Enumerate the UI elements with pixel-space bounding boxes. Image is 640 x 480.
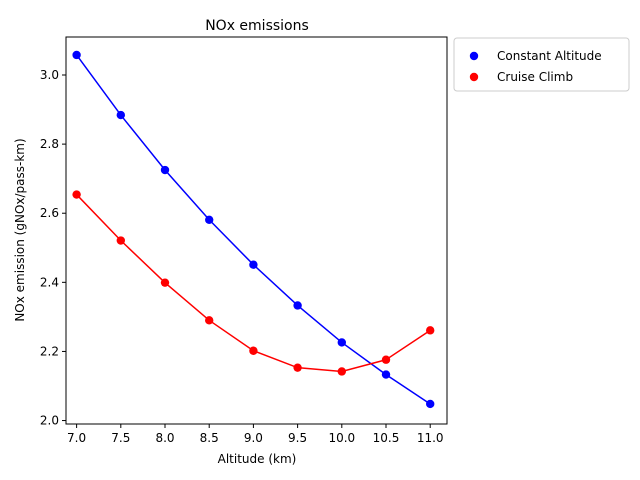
legend-marker — [469, 72, 479, 82]
x-axis: 7.0 7.5 8.0 8.5 9.0 9.5 10.0 10.5 11.0 — [67, 424, 444, 445]
x-tick-label: 10.0 — [328, 431, 355, 445]
data-point-series-2 — [381, 355, 391, 364]
plot-area — [72, 50, 435, 409]
y-tick-label: 3.0 — [40, 68, 59, 82]
data-point-series-2 — [293, 363, 302, 372]
y-tick-label: 2.4 — [40, 275, 59, 289]
y-tick-label: 2.2 — [40, 344, 59, 358]
data-point-series-1 — [249, 260, 258, 269]
data-point-series-2 — [337, 367, 347, 376]
data-point-series-2 — [72, 190, 81, 199]
data-point-series-2 — [426, 326, 435, 335]
y-tick-label: 2.0 — [40, 414, 59, 428]
y-tick-label: 2.8 — [40, 137, 59, 151]
x-tick-label: 7.5 — [111, 431, 130, 445]
data-point-series-2 — [249, 346, 258, 355]
x-tick-label: 8.0 — [155, 431, 174, 445]
data-point-series-1 — [205, 215, 214, 224]
data-point-series-1 — [116, 110, 126, 120]
data-point-series-1 — [293, 301, 302, 310]
data-point-series-2 — [116, 236, 126, 245]
series-line-2 — [76, 194, 431, 373]
x-tick-label: 9.0 — [244, 431, 263, 445]
legend: Constant Altitude Cruise Climb — [453, 37, 630, 92]
y-tick-label: 2.6 — [40, 206, 59, 220]
plot-frame — [65, 36, 448, 425]
data-point-series-1 — [426, 399, 435, 409]
x-tick-label: 9.5 — [288, 431, 307, 445]
legend-label: Cruise Climb — [497, 70, 573, 84]
x-tick-label: 8.5 — [200, 431, 219, 445]
legend-label: Constant Altitude — [497, 49, 602, 63]
legend-marker — [469, 51, 479, 61]
data-point-series-1 — [72, 50, 81, 60]
x-tick-label: 10.5 — [373, 431, 400, 445]
data-point-series-1 — [160, 165, 170, 175]
data-point-series-1 — [381, 370, 391, 379]
y-axis: 2.0 2.2 2.4 2.6 2.8 3.0 — [40, 68, 66, 428]
chart-title: NOx emissions — [205, 18, 309, 34]
data-point-series-2 — [160, 278, 170, 287]
x-tick-label: 11.0 — [417, 431, 444, 445]
y-axis-label: NOx emission (gNOx/pass-km) — [13, 138, 27, 321]
x-axis-label: Altitude (km) — [218, 452, 297, 466]
x-tick-label: 7.0 — [67, 431, 86, 445]
data-point-series-2 — [205, 316, 214, 325]
legend-box — [453, 37, 630, 92]
data-point-series-1 — [337, 338, 347, 347]
